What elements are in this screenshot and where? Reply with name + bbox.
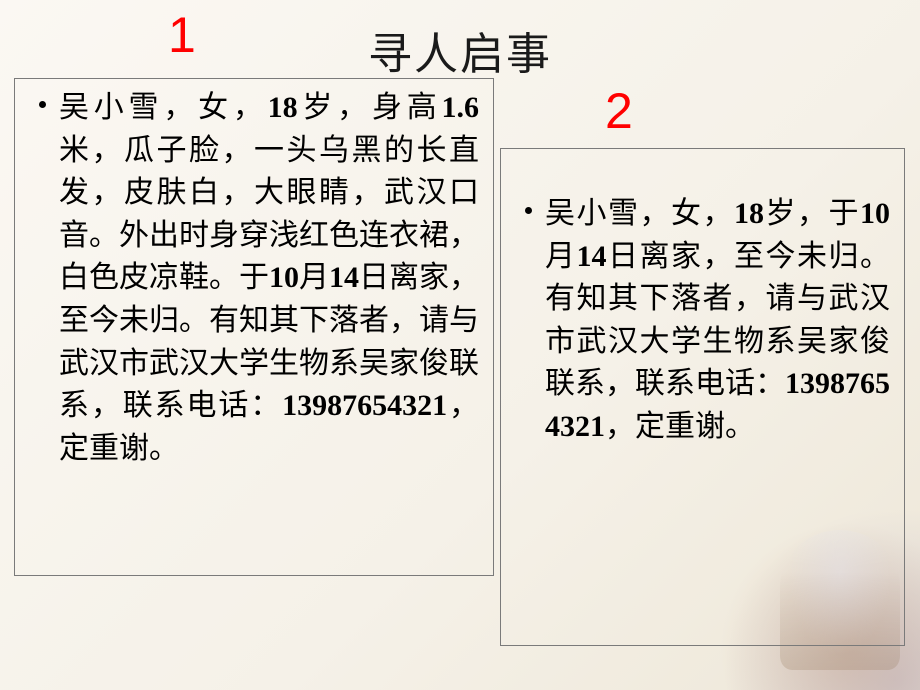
bold-run: 13987654321 [282, 389, 447, 422]
text-run: 吴小雪，女， [545, 197, 734, 230]
bold-run: 18 [268, 91, 298, 124]
bullet-icon [525, 207, 532, 214]
slide-title: 寻人启事 [0, 18, 920, 82]
label-number-1: 1 [168, 6, 196, 64]
slide: 寻人启事 1 2 吴小雪，女，18岁，身高1.6米，瓜子脸，一头乌黑的长直发，皮… [0, 0, 920, 690]
text-run: 月 [299, 261, 329, 294]
notice-2-entry: 吴小雪，女，18岁，于10月14日离家，至今未归。有知其下落者，请与武汉市武汉大… [521, 193, 890, 449]
notice-box-2: 吴小雪，女，18岁，于10月14日离家，至今未归。有知其下落者，请与武汉市武汉大… [500, 148, 905, 646]
bullet-icon [39, 101, 46, 108]
label-number-2: 2 [605, 82, 633, 140]
bold-run: 10 [860, 197, 890, 230]
bold-run: 10 [269, 261, 299, 294]
text-run: 月 [545, 240, 577, 273]
notice-2-text: 吴小雪，女，18岁，于10月14日离家，至今未归。有知其下落者，请与武汉市武汉大… [545, 193, 890, 449]
notice-1-entry: 吴小雪，女，18岁，身高1.6米，瓜子脸，一头乌黑的长直发，皮肤白，大眼睛，武汉… [35, 87, 479, 470]
text-run: 岁，身高 [298, 91, 442, 124]
bold-run: 14 [577, 240, 607, 273]
bold-run: 18 [734, 197, 764, 230]
bold-run: 1.6 [442, 91, 480, 124]
text-run: 岁，于 [764, 197, 860, 230]
text-run: 吴小雪，女， [59, 91, 268, 124]
notice-box-1: 吴小雪，女，18岁，身高1.6米，瓜子脸，一头乌黑的长直发，皮肤白，大眼睛，武汉… [14, 78, 494, 576]
text-run: ，定重谢。 [605, 410, 755, 443]
notice-1-text: 吴小雪，女，18岁，身高1.6米，瓜子脸，一头乌黑的长直发，皮肤白，大眼睛，武汉… [59, 87, 479, 470]
bold-run: 14 [329, 261, 359, 294]
